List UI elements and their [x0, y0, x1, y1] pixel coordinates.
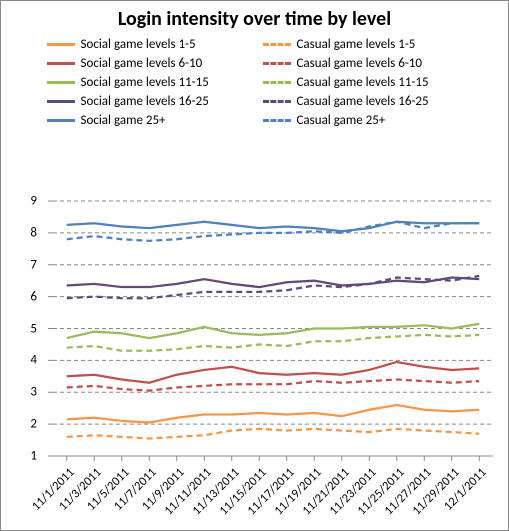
legend-label: Social game 25+ [81, 113, 166, 128]
legend-item: Casual game levels 6-10 [263, 56, 463, 71]
legend-item: Casual game levels 16-25 [263, 94, 463, 109]
legend-label: Social game levels 11-15 [81, 75, 209, 90]
chart-title: Login intensity over time by level [1, 1, 508, 31]
legend-label: Social game levels 16-25 [81, 94, 209, 109]
legend-swatch [47, 62, 75, 65]
legend-swatch [263, 100, 291, 103]
y-axis-label: 6 [30, 289, 37, 304]
series-line [67, 335, 480, 351]
legend-swatch [263, 43, 291, 46]
series-line [67, 405, 480, 423]
legend-swatch [47, 119, 75, 122]
legend-item: Social game levels 16-25 [47, 94, 247, 109]
legend-item: Social game levels 1-5 [47, 37, 247, 52]
legend-label: Casual game levels 11-15 [297, 75, 429, 90]
legend-label: Social game levels 6-10 [81, 56, 203, 71]
series-line [67, 222, 480, 241]
y-axis-label: 3 [30, 385, 37, 400]
legend-label: Casual game levels 6-10 [297, 56, 422, 71]
plot-svg [53, 201, 493, 456]
y-axis-label: 1 [30, 449, 37, 464]
y-axis-label: 5 [30, 321, 37, 336]
legend-swatch [263, 62, 291, 65]
y-axis-labels: 123456789 [1, 201, 41, 456]
legend-swatch [47, 100, 75, 103]
legend-swatch [47, 81, 75, 84]
plot-area [53, 201, 493, 456]
legend-item: Social game levels 11-15 [47, 75, 247, 90]
legend-label: Casual game 25+ [297, 113, 386, 128]
x-axis-labels: 11/1/201111/3/201111/5/201111/7/201111/9… [53, 459, 493, 529]
legend-label: Social game levels 1-5 [81, 37, 196, 52]
legend-swatch [47, 43, 75, 46]
legend-item: Casual game levels 1-5 [263, 37, 463, 52]
y-axis-label: 9 [30, 194, 37, 209]
legend: Social game levels 1-5 Casual game levels… [1, 31, 508, 130]
y-axis-label: 8 [30, 225, 37, 240]
series-line [67, 429, 480, 439]
legend-item: Casual game 25+ [263, 113, 463, 128]
legend-swatch [263, 81, 291, 84]
chart-container: Login intensity over time by level Socia… [0, 0, 509, 531]
legend-item: Social game levels 6-10 [47, 56, 247, 71]
legend-item: Casual game levels 11-15 [263, 75, 463, 90]
y-axis-label: 2 [30, 417, 37, 432]
legend-label: Casual game levels 16-25 [297, 94, 429, 109]
y-axis-label: 7 [30, 257, 37, 272]
y-axis-label: 4 [30, 353, 37, 368]
legend-item: Social game 25+ [47, 113, 247, 128]
legend-swatch [263, 119, 291, 122]
legend-label: Casual game levels 1-5 [297, 37, 416, 52]
